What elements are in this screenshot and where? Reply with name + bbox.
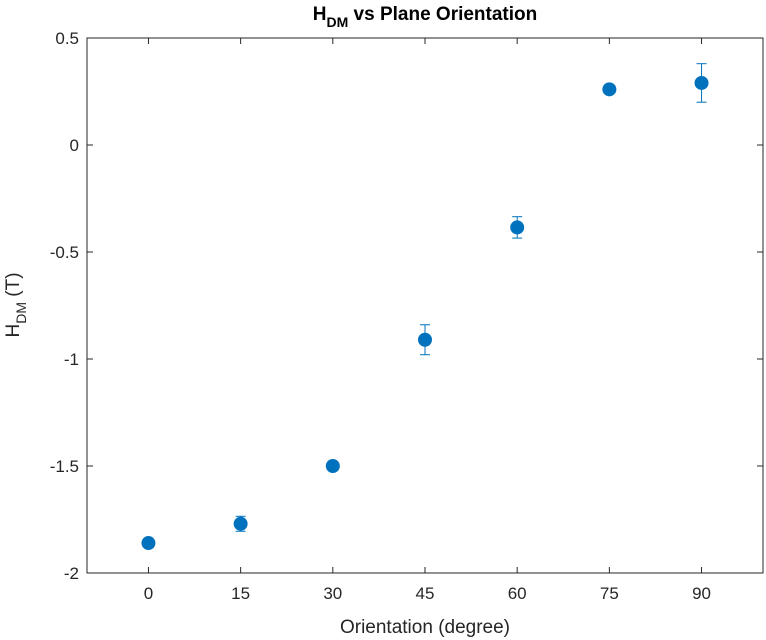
chart-title-main: H — [313, 4, 327, 25]
y-tick-label: -2 — [64, 564, 79, 583]
x-tick-label: 90 — [692, 584, 711, 603]
data-point — [418, 332, 432, 347]
data-point — [602, 82, 617, 97]
data-point — [325, 459, 340, 473]
x-tick-label: 60 — [508, 584, 527, 603]
x-tick-label: 0 — [144, 584, 153, 603]
axis-ticks — [87, 37, 763, 574]
plot-area — [86, 37, 764, 574]
x-tick-label: 75 — [600, 584, 619, 603]
y-axis-label-rest: (T) — [3, 272, 24, 302]
y-axis-label-main: H — [3, 324, 24, 338]
chart-title-rest: vs Plane Orientation — [348, 4, 537, 25]
y-axis-label-subscript: DM — [13, 302, 29, 324]
y-tick-label: -1 — [64, 350, 79, 369]
x-tick-label: 30 — [323, 584, 342, 603]
chart-title-subscript: DM — [326, 14, 348, 30]
data-point — [233, 516, 248, 531]
data-point — [510, 220, 525, 235]
data-point — [141, 536, 156, 551]
data-point — [694, 75, 709, 90]
y-tick-label: 0 — [70, 136, 79, 155]
y-tick-labels: -2 -1.5 -1 -0.5 0 0.5 — [50, 29, 79, 583]
chart-title: HDM vs Plane Orientation — [313, 4, 538, 30]
y-tick-label: 0.5 — [55, 29, 79, 48]
y-tick-label: -0.5 — [50, 243, 79, 262]
data-markers — [141, 75, 709, 551]
x-tick-label: 15 — [231, 584, 250, 603]
y-axis-label: HDM (T) — [3, 272, 29, 337]
x-axis-label: Orientation (degree) — [340, 617, 510, 638]
x-tick-labels: 0 15 30 45 60 75 90 — [144, 584, 711, 603]
y-tick-label: -1.5 — [50, 457, 79, 476]
x-tick-label: 45 — [416, 584, 435, 603]
